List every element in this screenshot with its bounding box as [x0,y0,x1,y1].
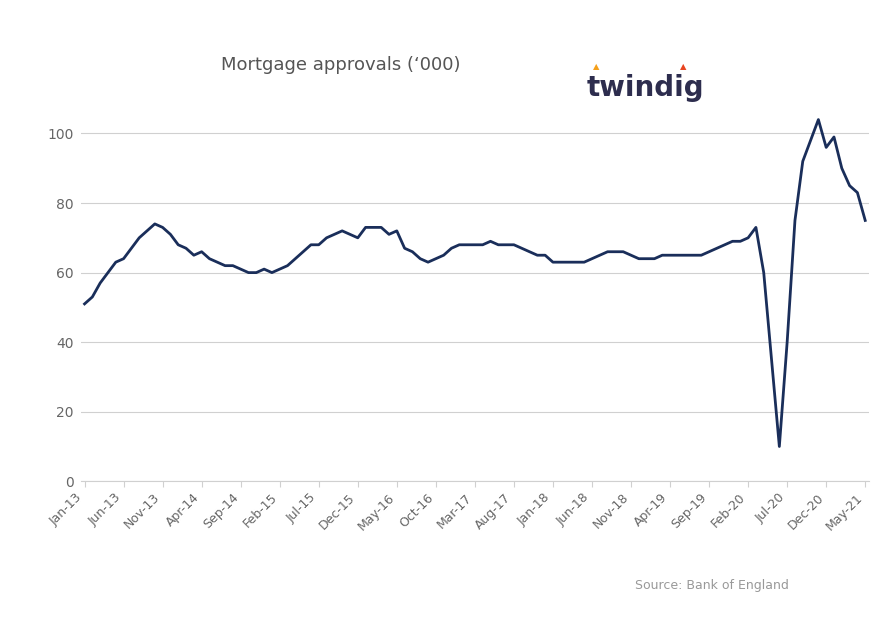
Text: Mortgage approvals (‘000): Mortgage approvals (‘000) [220,56,461,73]
Text: ▲: ▲ [679,62,686,71]
Text: twindig: twindig [586,74,704,102]
Text: ▲: ▲ [592,62,599,71]
Text: Source: Bank of England: Source: Bank of England [634,579,788,592]
